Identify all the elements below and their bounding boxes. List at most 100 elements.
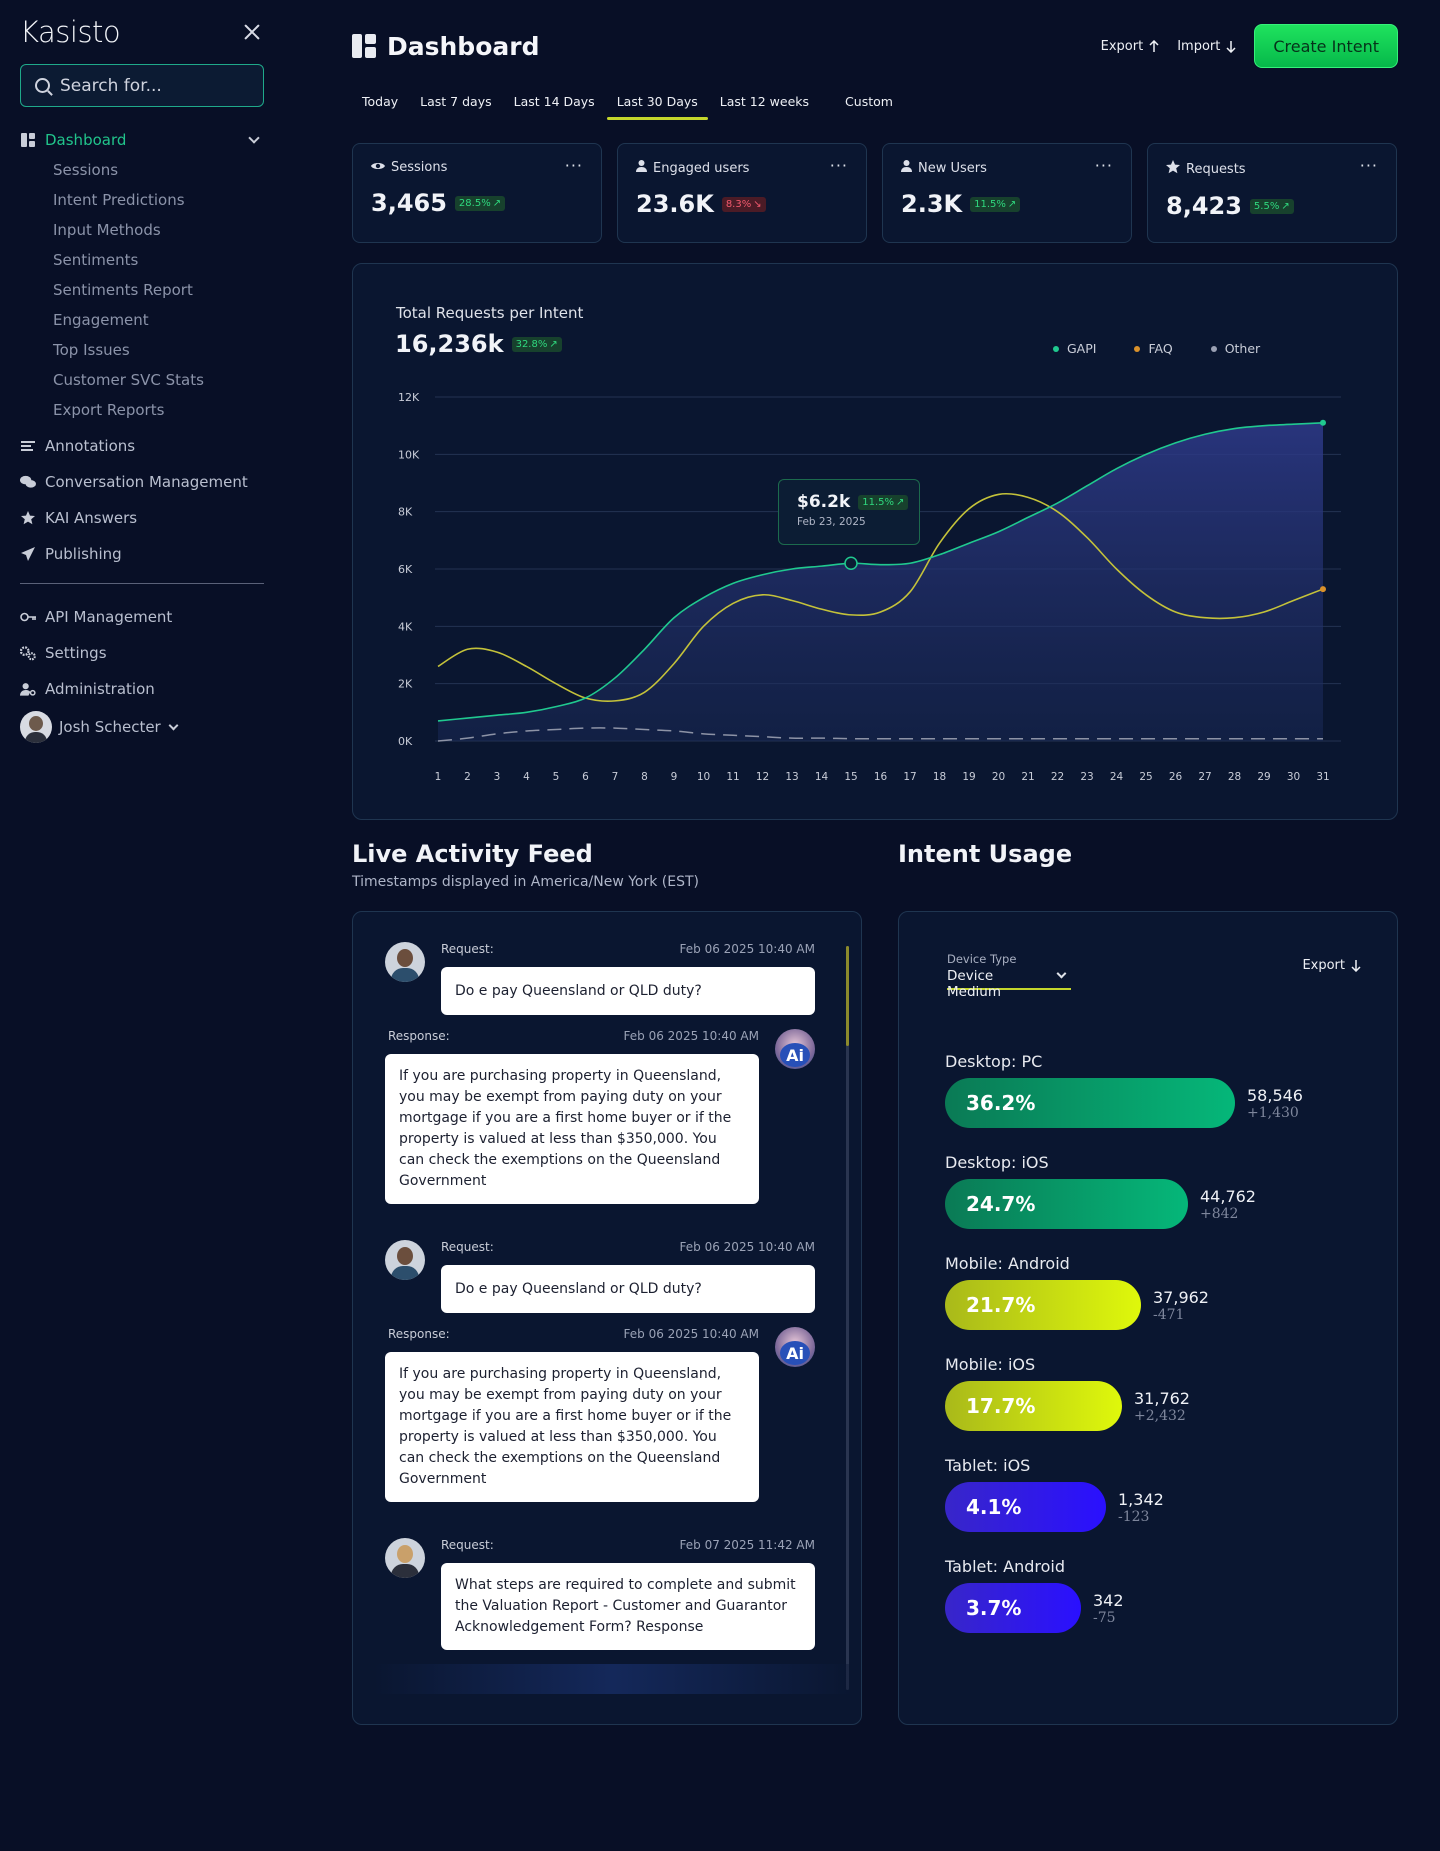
tab-last-14-days[interactable]: Last 14 Days	[513, 94, 595, 109]
chat-icon	[20, 474, 36, 490]
usage-bar[interactable]: 17.7%	[945, 1381, 1122, 1431]
usage-bar[interactable]: 21.7%	[945, 1280, 1141, 1330]
x-tick-label: 18	[933, 771, 946, 783]
sidebar-item-label: Annotations	[45, 437, 136, 455]
y-tick-label: 2K	[398, 678, 413, 691]
user-menu[interactable]: Josh Schecter	[20, 710, 264, 744]
usage-device-label: Mobile: iOS	[945, 1355, 1036, 1374]
usage-bar[interactable]: 4.1%	[945, 1482, 1106, 1532]
usage-numbers: 1,342 -123	[1118, 1490, 1164, 1525]
end-point-gapi	[1320, 419, 1326, 426]
chart-tooltip: $6.2k 11.5% ↗ Feb 23, 2025	[778, 479, 920, 545]
legend-item-gapi[interactable]: GAPI	[1053, 341, 1096, 356]
search-icon	[35, 78, 50, 93]
chart-title: Total Requests per Intent	[396, 304, 584, 322]
sidebar-subitem-input-methods[interactable]: Input Methods	[53, 221, 161, 239]
usage-bar-wrap: 36.2% 58,546 +1,430	[945, 1078, 1303, 1128]
usage-delta: +2,432	[1134, 1407, 1186, 1424]
more-options-icon[interactable]: ···	[1094, 156, 1113, 175]
usage-export-button[interactable]: Export	[1302, 958, 1361, 973]
usage-bar[interactable]: 36.2%	[945, 1078, 1235, 1128]
change-value: 28.5%	[458, 197, 491, 209]
x-tick-label: 29	[1257, 771, 1270, 783]
kpi-change-badge: 8.3% ↘	[721, 196, 766, 212]
sidebar-subitem-sessions[interactable]: Sessions	[53, 161, 119, 179]
sidebar-subitem-sentiments-report[interactable]: Sentiments Report	[53, 281, 193, 299]
x-tick-label: 21	[1021, 771, 1034, 783]
legend-item-other[interactable]: Other	[1210, 341, 1260, 356]
sidebar-subitem-export-reports[interactable]: Export Reports	[53, 401, 165, 419]
x-tick-label: 17	[903, 771, 916, 783]
search-box[interactable]	[20, 64, 264, 107]
eye-icon	[371, 160, 385, 175]
hover-point[interactable]	[844, 556, 858, 571]
activity-feed-card: Request: Feb 06 2025 10:40 AM Do e pay Que…	[352, 911, 862, 1725]
usage-device-label: Tablet: iOS	[945, 1456, 1031, 1475]
sidebar-item-api-management[interactable]: API Management	[20, 602, 264, 632]
message-header: Request: Feb 07 2025 11:42 AM	[441, 1538, 815, 1556]
more-options-icon[interactable]: ···	[1359, 156, 1378, 175]
x-tick-label: 13	[785, 771, 798, 783]
scrollbar-thumb[interactable]	[846, 946, 849, 1046]
sidebar-item-conversation-management[interactable]: Conversation Management	[20, 467, 264, 497]
search-input[interactable]	[60, 75, 260, 96]
tab-last-12-weeks[interactable]: Last 12 weeks	[719, 94, 810, 109]
sidebar-item-annotations[interactable]: Annotations	[20, 431, 264, 461]
scrollbar-track[interactable]	[846, 946, 849, 1690]
sidebar-item-dashboard[interactable]: Dashboard	[20, 125, 264, 155]
sidebar-item-label: Conversation Management	[45, 473, 248, 491]
x-tick-label: 25	[1139, 771, 1152, 783]
dashboard-icon	[352, 34, 376, 58]
tab-last-7-days[interactable]: Last 7 days	[420, 94, 492, 109]
close-sidebar-button[interactable]	[241, 21, 263, 43]
avatar	[20, 711, 52, 743]
sidebar-item-settings[interactable]: Settings	[20, 638, 264, 668]
export-button[interactable]: Export	[1101, 39, 1160, 54]
sidebar-subitem-customer-svc-stats[interactable]: Customer SVC Stats	[53, 371, 204, 389]
kpi-card-requests: Requests ··· 8,423 5.5% ↗	[1147, 143, 1397, 243]
sidebar-item-kai-answers[interactable]: KAI Answers	[20, 503, 264, 533]
feed-subtitle: Timestamps displayed in America/New York…	[352, 874, 699, 890]
usage-bar[interactable]: 3.7%	[945, 1583, 1081, 1633]
sidebar-item-publishing[interactable]: Publishing	[20, 539, 264, 569]
key-icon	[20, 609, 36, 625]
series-line-other	[437, 727, 1323, 742]
date-range-tabs: Today Last 7 days Last 14 Days Last 30 Days…	[352, 90, 905, 120]
kpi-label: Engaged users	[653, 160, 750, 176]
tab-last-30-days[interactable]: Last 30 Days	[606, 90, 708, 120]
legend-item-faq[interactable]: FAQ	[1134, 341, 1173, 356]
more-options-icon[interactable]: ···	[564, 156, 583, 175]
sidebar-item-label: Publishing	[45, 545, 122, 563]
x-tick-label: 23	[1080, 771, 1093, 783]
end-point-faq	[1320, 586, 1326, 593]
legend-label: FAQ	[1148, 341, 1173, 356]
chevron-down-icon	[248, 132, 260, 144]
x-tick-label: 2	[464, 771, 471, 783]
tab-custom[interactable]: Custom	[845, 94, 893, 109]
tab-today[interactable]: Today	[362, 94, 399, 109]
usage-row: Mobile: iOS 17.7% 31,762 +2,432	[945, 1355, 1190, 1431]
sidebar-subitem-sentiments[interactable]: Sentiments	[53, 251, 139, 269]
feed-response: Ai Response: Feb 06 2025 10:40 AM If you ar…	[385, 1327, 815, 1502]
x-tick-label: 12	[756, 771, 769, 783]
x-tick-label: 22	[1051, 771, 1064, 783]
usage-numbers: 342 -75	[1093, 1591, 1124, 1626]
create-intent-button[interactable]: Create Intent	[1254, 24, 1398, 68]
star-icon	[1166, 160, 1180, 178]
sidebar-item-administration[interactable]: Administration	[20, 674, 264, 704]
device-type-select[interactable]: Device Medium	[947, 968, 1071, 1000]
ai-avatar: Ai	[775, 1327, 815, 1367]
legend-dot	[1210, 345, 1217, 352]
usage-numbers: 44,762 +842	[1200, 1187, 1256, 1222]
arrow-up-right-icon: ↗	[549, 338, 558, 350]
activity-feed-list[interactable]: Request: Feb 06 2025 10:40 AM Do e pay Que…	[385, 942, 815, 1704]
change-value: 5.5%	[1253, 200, 1280, 212]
more-options-icon[interactable]: ···	[829, 156, 848, 175]
usage-bar[interactable]: 24.7%	[945, 1179, 1188, 1229]
usage-count: 44,762	[1200, 1186, 1256, 1206]
sidebar-subitem-engagement[interactable]: Engagement	[53, 311, 149, 329]
sidebar-subitem-top-issues[interactable]: Top Issues	[53, 341, 130, 359]
import-button[interactable]: Import	[1177, 39, 1236, 54]
sidebar-subitem-intent-predictions[interactable]: Intent Predictions	[53, 191, 185, 209]
